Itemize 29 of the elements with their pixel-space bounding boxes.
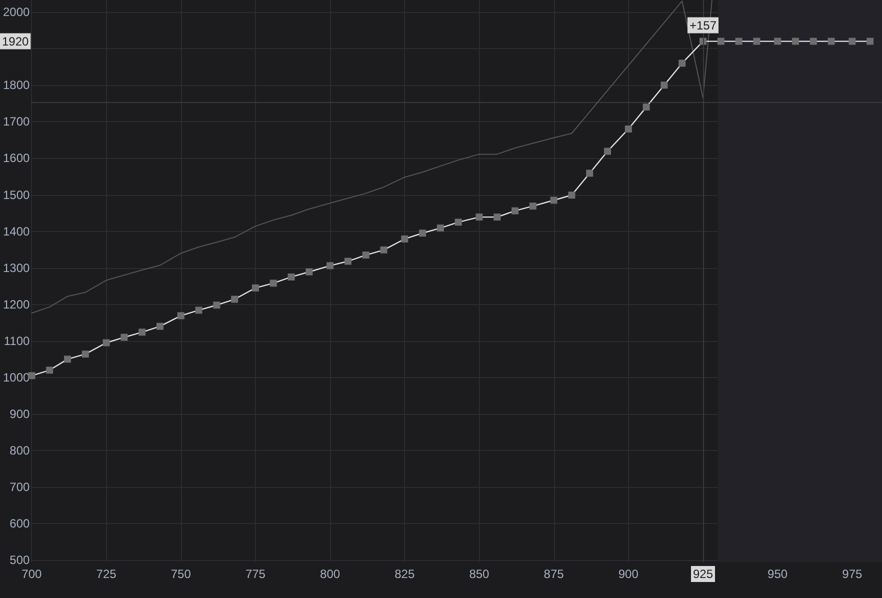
y-tick-label: 900 [10, 407, 30, 422]
y-tick-label: 1300 [2, 260, 30, 275]
x-tick-label: 825 [394, 567, 415, 581]
y-tick-label: 1700 [2, 114, 30, 129]
x-tick-label: 975 [842, 567, 862, 581]
y-tick-label: 2000 [2, 5, 30, 20]
y-tick-label: 1000 [2, 370, 30, 384]
y-tick-label: 700 [10, 480, 30, 494]
x-tick-label: 850 [469, 567, 490, 581]
y-tick-label: 1500 [2, 188, 30, 202]
y-tick-label: 1600 [2, 151, 30, 166]
x-tick-label: 875 [544, 567, 564, 581]
x-tick-label: 900 [618, 567, 639, 581]
y-tick-label: 800 [10, 444, 30, 458]
x-tick-label: 925 [692, 567, 714, 581]
y-tick-label: 1400 [2, 224, 30, 238]
annotation: +157 [689, 18, 717, 32]
y-tick-label: 1100 [4, 334, 30, 348]
y-tick-label: 500 [10, 553, 30, 568]
y-tick-label: 1200 [2, 297, 30, 312]
y-tick-label: 1800 [2, 78, 30, 92]
x-tick-label: 700 [22, 567, 42, 581]
x-tick-label: 750 [170, 567, 192, 581]
x-tick-label: 775 [245, 567, 266, 581]
x-tick-label: 950 [768, 567, 788, 581]
x-tick-label: 725 [96, 567, 117, 581]
y-tick-label: 600 [10, 516, 30, 531]
annotation: 1920 [2, 34, 30, 48]
x-tick-label: 800 [320, 567, 340, 581]
